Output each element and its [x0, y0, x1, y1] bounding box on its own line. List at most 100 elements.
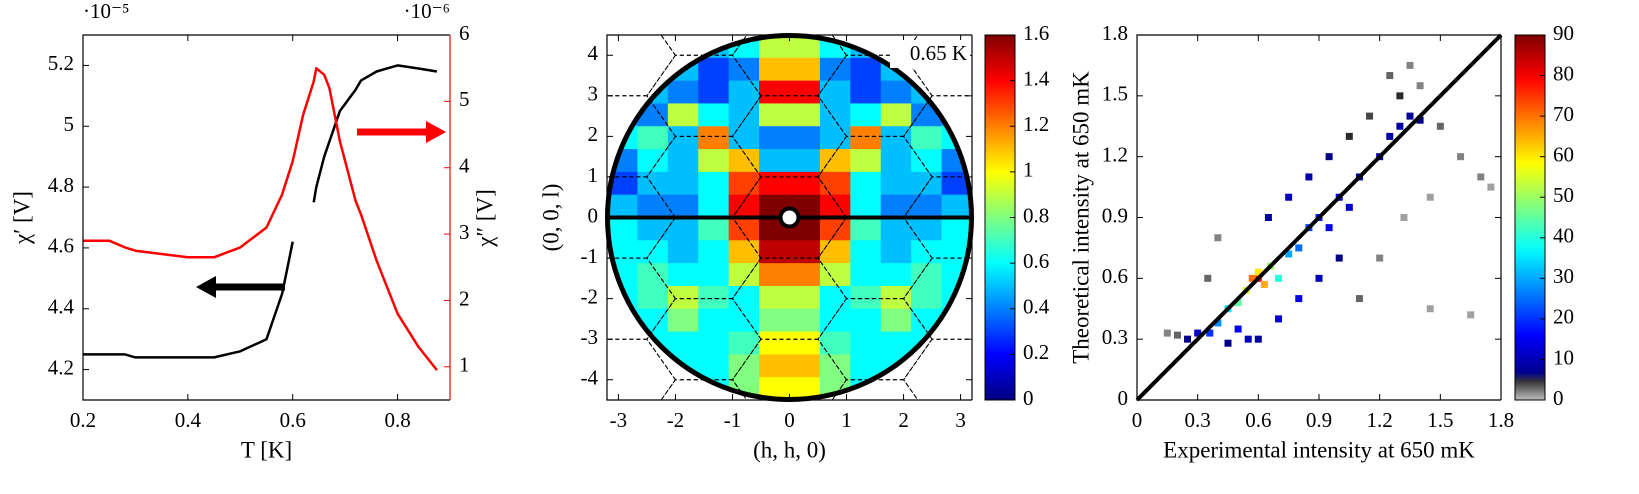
series-line	[83, 66, 438, 371]
heatmap-cell	[941, 171, 972, 196]
heatmap-cell	[789, 57, 821, 82]
zone-boundary	[733, 0, 847, 15]
heatmap-cell	[728, 240, 760, 264]
bin	[1426, 193, 1434, 201]
x-tick-label: 0.4	[175, 408, 202, 432]
heatmap-cell	[667, 103, 699, 127]
y-axis-label: χ′ [V]	[9, 191, 34, 245]
heatmap-cell	[911, 240, 943, 264]
zone-boundary	[902, 95, 972, 178]
plot-frame	[606, 34, 972, 401]
y-tick-label: 0.9	[1102, 203, 1128, 227]
heatmap-cell	[667, 263, 699, 287]
zone-boundary	[902, 338, 972, 400]
heatmap-cell	[850, 217, 882, 241]
heatmap-cell	[819, 103, 851, 127]
colorbar-tick-label: 80	[1553, 61, 1574, 85]
zone-boundary	[904, 0, 1018, 15]
y-tick-label: 1.8	[1102, 21, 1128, 45]
heatmap-cell	[607, 331, 638, 355]
heatmap-cell	[728, 103, 760, 127]
heatmap-cell	[941, 377, 972, 400]
y2-tick-label: 5	[459, 87, 470, 111]
colorbar	[1514, 34, 1546, 401]
heatmap-cell	[698, 263, 730, 287]
heatmap-cell	[759, 263, 790, 287]
heatmap-cell	[819, 57, 851, 82]
heatmap-cell	[728, 263, 760, 287]
bin	[1345, 203, 1353, 211]
heatmap-cell	[819, 80, 851, 104]
heatmap-cell	[698, 194, 730, 218]
heatmap-cell	[819, 354, 851, 378]
heatmap-cell	[667, 240, 699, 264]
y-tick-label: 4.6	[48, 234, 74, 258]
y-tick-label: 2	[588, 122, 599, 146]
bin	[1254, 335, 1262, 343]
heatmap-cell	[789, 126, 821, 150]
heatmap-cell	[819, 263, 851, 287]
heatmap-cell	[850, 331, 882, 355]
heatmap-cell	[911, 149, 943, 173]
y-tick-label: 1.2	[1102, 142, 1128, 166]
heatmap-cell	[880, 331, 912, 355]
y-tick-label: 5.2	[48, 51, 74, 75]
annotation-bg	[890, 40, 970, 68]
heatmap-cell	[911, 194, 943, 218]
heatmap-cell	[880, 80, 912, 104]
bin	[1366, 112, 1374, 120]
heatmap-cell	[637, 57, 669, 82]
bin	[1295, 244, 1303, 252]
heatmap-cell	[819, 149, 851, 173]
y-axis-label: (0, 0, l)	[538, 184, 563, 252]
bin	[1214, 319, 1222, 327]
y-tick-label: 4.8	[48, 173, 74, 197]
heatmap-cell	[698, 57, 730, 82]
identity-line	[1135, 33, 1503, 402]
bin	[1345, 132, 1353, 140]
bin	[1376, 254, 1384, 262]
zone-boundary	[902, 257, 972, 340]
colorbar-tick-label: 90	[1553, 21, 1574, 45]
y-tick-label: 0.3	[1102, 325, 1128, 349]
bin	[1477, 173, 1485, 181]
heatmap-cell	[698, 149, 730, 173]
y-tick-label: 5	[64, 112, 75, 136]
heatmap-cell	[789, 240, 821, 264]
heatmap-cell	[698, 354, 730, 378]
y-tick-label: 0	[588, 203, 599, 227]
heatmap-cell	[637, 354, 669, 378]
heatmap-cell	[607, 194, 638, 218]
colorbar-tick-label: 0	[1023, 386, 1034, 410]
heatmap-cell	[880, 103, 912, 127]
heatmap-cell	[728, 331, 760, 355]
heatmap-cell	[637, 217, 669, 241]
heatmap-cell	[789, 149, 821, 173]
bin	[1436, 122, 1444, 130]
heatmap-cell	[759, 354, 790, 378]
annotation: 0.65 K	[910, 41, 967, 65]
y-tick-label: 3	[588, 82, 599, 106]
y2-exponent-label: ·10⁻⁶	[404, 0, 450, 23]
heatmap-cell	[759, 171, 790, 196]
colorbar-tick-label: 0	[1553, 386, 1564, 410]
heatmap-cell	[850, 354, 882, 378]
heatmap-cell	[850, 308, 882, 333]
x-tick-label: 0.2	[70, 408, 96, 432]
heatmap-cell	[789, 263, 821, 287]
bin	[1467, 311, 1475, 319]
heatmap-cell	[728, 217, 760, 241]
heatmap-cell	[880, 240, 912, 264]
heatmap-cell	[667, 194, 699, 218]
heatmap-cell	[880, 171, 912, 196]
bin	[1487, 183, 1495, 191]
heatmap-cell	[698, 171, 730, 196]
heatmap-cell	[941, 331, 972, 355]
x-axis-label: Experimental intensity at 650 mK	[1163, 437, 1475, 462]
bin	[1254, 268, 1262, 276]
heatmap-cell	[880, 149, 912, 173]
heatmap-cell	[819, 171, 851, 196]
colorbar-tick-label: 1.4	[1023, 66, 1050, 90]
heatmap-cell	[698, 331, 730, 355]
heatmap-cell	[850, 80, 882, 104]
